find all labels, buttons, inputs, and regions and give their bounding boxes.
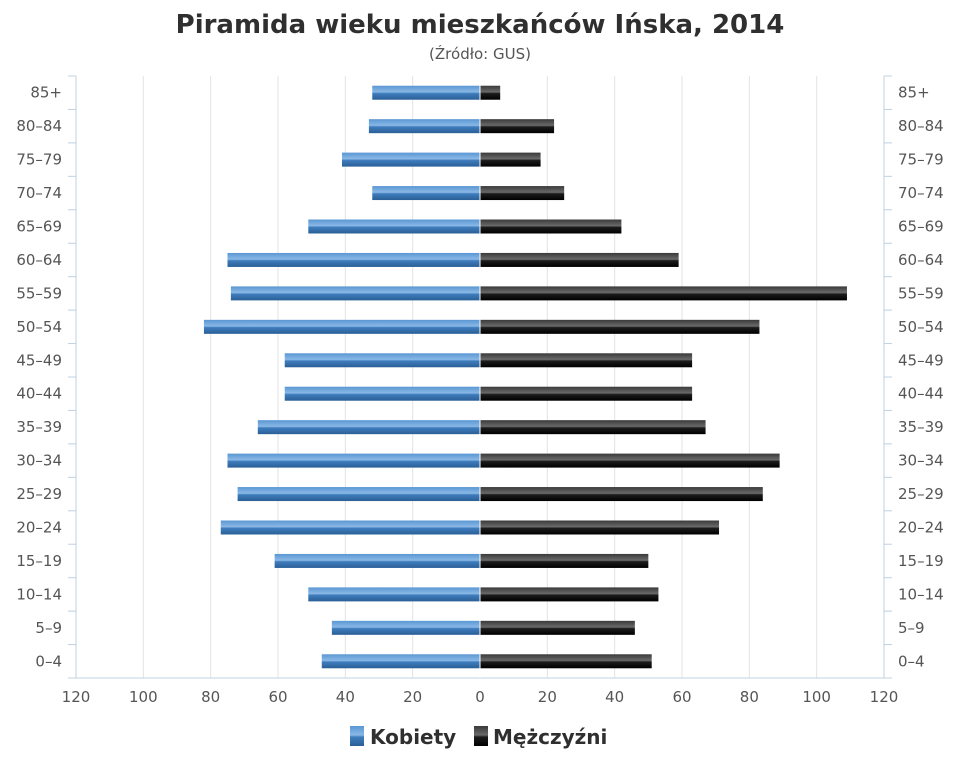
category-label-right: 50–54 <box>898 318 944 336</box>
x-tick-label: 60 <box>672 688 691 706</box>
bar-kobiety[interactable] <box>308 587 480 602</box>
category-label-right: 30–34 <box>898 452 944 470</box>
category-label-right: 0–4 <box>898 652 925 670</box>
bar-mezczyzni[interactable] <box>480 186 565 201</box>
bar-mezczyzni[interactable] <box>480 587 659 602</box>
bar-kobiety[interactable] <box>230 286 480 301</box>
x-tick-label: 20 <box>538 688 557 706</box>
legend-label-kobiety[interactable]: Kobiety <box>370 725 456 749</box>
category-label-left: 45–49 <box>16 351 62 369</box>
category-label-right: 85+ <box>898 84 930 102</box>
bar-kobiety[interactable] <box>227 252 481 267</box>
x-tick-label: 120 <box>62 688 91 706</box>
bar-mezczyzni[interactable] <box>480 286 847 301</box>
category-label-left: 55–59 <box>16 284 62 302</box>
x-tick-labels: 120 100 80 60 40 20 0 20 40 60 80 100 120 <box>62 688 899 706</box>
chart-subtitle: (Źródło: GUS) <box>429 44 531 63</box>
bar-kobiety[interactable] <box>257 420 480 435</box>
bar-kobiety[interactable] <box>227 453 481 468</box>
category-label-left: 0–4 <box>35 652 62 670</box>
bar-kobiety[interactable] <box>341 152 480 167</box>
x-tick-label: 80 <box>201 688 220 706</box>
bar-mezczyzni[interactable] <box>480 319 760 334</box>
x-tick-label: 120 <box>870 688 899 706</box>
category-label-right: 15–19 <box>898 552 944 570</box>
bar-mezczyzni[interactable] <box>480 85 501 100</box>
category-label-right: 25–29 <box>898 485 944 503</box>
bar-mezczyzni[interactable] <box>480 654 652 669</box>
category-label-left: 5–9 <box>35 619 62 637</box>
category-label-left: 75–79 <box>16 151 62 169</box>
category-label-right: 45–49 <box>898 351 944 369</box>
x-tick-label: 40 <box>336 688 355 706</box>
category-label-left: 35–39 <box>16 418 62 436</box>
category-labels-left: 0–4 5–9 10–14 15–19 20–24 25–29 30–34 35–39 40–4… <box>16 84 62 671</box>
category-labels-right: 0–4 5–9 10–14 15–19 20–24 25–29 30–34 35–39 40–4… <box>898 84 944 671</box>
category-label-left: 30–34 <box>16 452 62 470</box>
bar-mezczyzni[interactable] <box>480 620 635 635</box>
bar-mezczyzni[interactable] <box>480 420 706 435</box>
x-tick-label: 100 <box>802 688 831 706</box>
category-label-left: 40–44 <box>16 385 62 403</box>
bar-kobiety[interactable] <box>372 186 480 201</box>
category-label-left: 20–24 <box>16 519 62 537</box>
category-label-left: 80–84 <box>16 117 62 135</box>
category-label-right: 60–64 <box>898 251 944 269</box>
bar-kobiety[interactable] <box>237 487 480 502</box>
bar-kobiety[interactable] <box>203 319 480 334</box>
legend-swatch-kobiety[interactable] <box>350 726 364 746</box>
bar-mezczyzni[interactable] <box>480 152 541 167</box>
bar-mezczyzni[interactable] <box>480 453 780 468</box>
bar-mezczyzni[interactable] <box>480 553 649 568</box>
category-label-right: 55–59 <box>898 284 944 302</box>
bar-mezczyzni[interactable] <box>480 520 720 535</box>
bar-mezczyzni[interactable] <box>480 386 693 401</box>
x-tick-label: 40 <box>605 688 624 706</box>
category-label-left: 65–69 <box>16 218 62 236</box>
bar-kobiety[interactable] <box>331 620 480 635</box>
bar-kobiety[interactable] <box>372 85 480 100</box>
bar-mezczyzni[interactable] <box>480 252 679 267</box>
bar-mezczyzni[interactable] <box>480 219 622 234</box>
bar-mezczyzni[interactable] <box>480 119 555 134</box>
category-label-right: 20–24 <box>898 519 944 537</box>
x-tick-label: 80 <box>740 688 759 706</box>
bar-kobiety[interactable] <box>274 553 480 568</box>
category-label-right: 80–84 <box>898 117 944 135</box>
legend-swatch-mezczyzni[interactable] <box>474 726 488 746</box>
category-label-right: 65–69 <box>898 218 944 236</box>
category-label-right: 70–74 <box>898 184 944 202</box>
bars <box>203 76 847 678</box>
category-label-right: 5–9 <box>898 619 925 637</box>
chart-title: Piramida wieku mieszkańców Ińska, 2014 <box>176 10 785 40</box>
x-tick-label: 60 <box>268 688 287 706</box>
legend[interactable]: Kobiety Mężczyźni <box>350 725 607 749</box>
category-label-left: 70–74 <box>16 184 62 202</box>
category-label-left: 50–54 <box>16 318 62 336</box>
bar-kobiety[interactable] <box>284 353 480 368</box>
x-tick-label: 100 <box>129 688 158 706</box>
x-tick-label: 0 <box>475 688 485 706</box>
category-label-right: 40–44 <box>898 385 944 403</box>
bar-kobiety[interactable] <box>220 520 480 535</box>
bar-kobiety[interactable] <box>284 386 480 401</box>
category-label-left: 15–19 <box>16 552 62 570</box>
bar-mezczyzni[interactable] <box>480 487 763 502</box>
bar-mezczyzni[interactable] <box>480 353 693 368</box>
category-label-right: 35–39 <box>898 418 944 436</box>
legend-label-mezczyzni[interactable]: Mężczyźni <box>493 725 607 749</box>
category-label-left: 25–29 <box>16 485 62 503</box>
bar-kobiety[interactable] <box>368 119 480 134</box>
category-label-right: 75–79 <box>898 151 944 169</box>
x-tick-label: 20 <box>403 688 422 706</box>
category-label-left: 60–64 <box>16 251 62 269</box>
bar-kobiety[interactable] <box>308 219 480 234</box>
bar-kobiety[interactable] <box>321 654 480 669</box>
category-label-left: 85+ <box>30 84 62 102</box>
category-label-right: 10–14 <box>898 585 944 603</box>
category-label-left: 10–14 <box>16 585 62 603</box>
